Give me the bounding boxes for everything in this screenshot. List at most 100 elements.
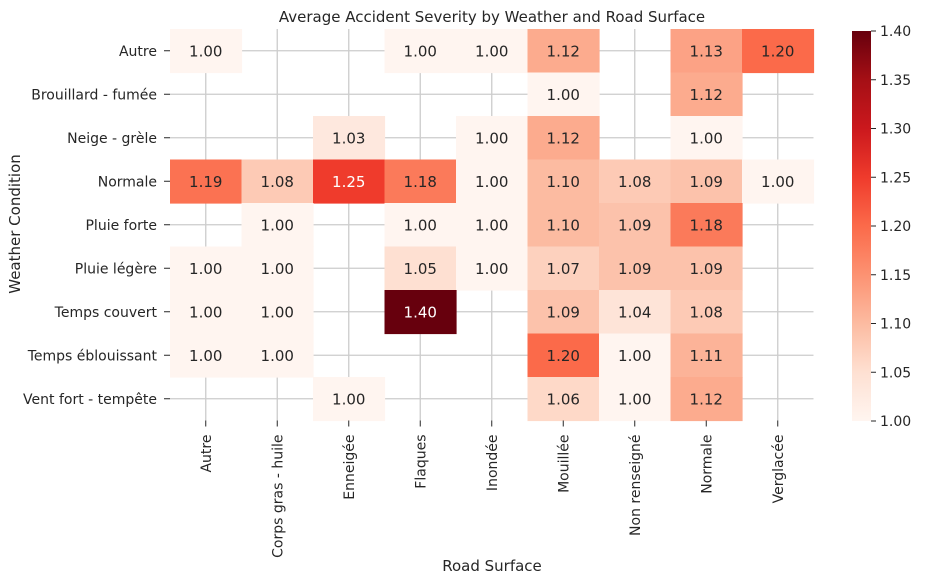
heatmap-cell <box>599 377 672 422</box>
heatmap-cell <box>241 203 314 248</box>
heatmap-cell <box>670 333 743 378</box>
colorbar-tick-label: 1.15 <box>880 268 911 284</box>
cell-value-label: 1.00 <box>690 129 723 147</box>
x-tick-label: Inondée <box>485 435 501 492</box>
cell-value-label: 1.00 <box>189 347 222 365</box>
cell-value-label: 1.00 <box>261 347 294 365</box>
heatmap-cell <box>384 29 457 74</box>
y-tick-label: Normale <box>98 174 157 190</box>
cell-value-label: 1.09 <box>547 303 580 321</box>
colorbar-tick-label: 1.00 <box>880 414 911 430</box>
colorbar-tick-label: 1.40 <box>880 24 911 40</box>
cell-value-label: 1.00 <box>547 86 580 104</box>
x-axis-label: Road Surface <box>442 557 542 575</box>
heatmap-cell <box>527 246 600 291</box>
heatmap-cell <box>527 333 600 378</box>
colorbar-tick-label: 1.05 <box>880 365 911 381</box>
colorbar <box>852 31 871 421</box>
cell-value-label: 1.00 <box>475 129 508 147</box>
heatmap-cell <box>670 29 743 74</box>
cell-value-label: 1.10 <box>547 216 580 234</box>
x-tick-label: Flaques <box>413 435 429 489</box>
cell-value-label: 1.09 <box>690 173 723 191</box>
heatmap-cell <box>527 116 600 161</box>
cell-value-label: 1.18 <box>404 173 437 191</box>
y-tick-label: Vent fort - tempête <box>23 392 157 408</box>
cell-value-label: 1.08 <box>261 173 294 191</box>
heatmap-cell <box>241 290 314 335</box>
cell-value-label: 1.20 <box>761 42 794 60</box>
cell-value-label: 1.00 <box>261 216 294 234</box>
heatmap-cell <box>670 203 743 248</box>
y-tick-label: Temps couvert <box>54 305 158 321</box>
cell-value-label: 1.00 <box>618 390 651 408</box>
heatmap-cell <box>241 159 314 204</box>
x-tick-label: Verglacée <box>771 435 787 504</box>
cell-value-label: 1.12 <box>547 42 580 60</box>
x-tick-label: Autre <box>199 435 215 473</box>
y-tick-label: Autre <box>119 44 157 60</box>
cell-value-label: 1.12 <box>690 86 723 104</box>
cell-value-label: 1.13 <box>690 42 723 60</box>
x-tick-label: Corps gras - huile <box>270 435 286 558</box>
cell-value-label: 1.09 <box>618 216 651 234</box>
cell-value-label: 1.09 <box>690 260 723 278</box>
y-axis-label: Weather Condition <box>6 154 24 294</box>
cell-value-label: 1.08 <box>618 173 651 191</box>
heatmap-cell <box>599 290 672 335</box>
heatmap-cell <box>313 377 386 422</box>
y-tick-label: Pluie légère <box>75 261 157 277</box>
cell-value-label: 1.04 <box>618 303 651 321</box>
cell-value-label: 1.00 <box>475 260 508 278</box>
heatmap-cell <box>527 290 600 335</box>
cell-value-label: 1.00 <box>189 260 222 278</box>
heatmap-cell <box>599 203 672 248</box>
heatmap-cell <box>241 246 314 291</box>
heatmap-cell <box>527 72 600 117</box>
heatmap-cell <box>170 333 243 378</box>
heatmap-cell <box>742 159 815 204</box>
cell-value-label: 1.40 <box>404 303 437 321</box>
heatmap-cell <box>384 203 457 248</box>
heatmap-cell <box>313 159 386 204</box>
cell-value-label: 1.00 <box>332 390 365 408</box>
heatmap-cell <box>527 203 600 248</box>
y-tick-labels: Autre Brouillard - fumée Neige - grèle Norm… <box>23 44 170 408</box>
heatmap-cell <box>670 290 743 335</box>
cell-value-label: 1.00 <box>475 216 508 234</box>
heatmap-cell <box>170 246 243 291</box>
colorbar-tick-label: 1.25 <box>880 170 911 186</box>
heatmap-cell <box>384 246 457 291</box>
cell-value-label: 1.07 <box>547 260 580 278</box>
heatmap-cell <box>456 159 529 204</box>
heatmap-cell <box>670 246 743 291</box>
heatmap-cell <box>384 290 457 335</box>
heatmap-cell <box>241 333 314 378</box>
cell-value-label: 1.00 <box>761 173 794 191</box>
cell-value-label: 1.12 <box>690 390 723 408</box>
colorbar-tick-label: 1.35 <box>880 73 911 89</box>
cell-value-label: 1.00 <box>618 347 651 365</box>
cell-value-label: 1.08 <box>690 303 723 321</box>
heatmap-cell <box>670 159 743 204</box>
colorbar-tick-label: 1.30 <box>880 122 911 138</box>
y-tick-label: Pluie forte <box>85 218 157 234</box>
colorbar-tick-label: 1.20 <box>880 219 911 235</box>
heatmap-cell <box>170 159 243 204</box>
x-tick-label: Non renseigné <box>628 435 644 536</box>
heatmap-cell <box>456 29 529 74</box>
heatmap-cell <box>456 246 529 291</box>
cell-value-label: 1.05 <box>404 260 437 278</box>
cell-value-label: 1.06 <box>547 390 580 408</box>
heatmap-cell <box>599 246 672 291</box>
heatmap-cell <box>527 377 600 422</box>
heatmap-cell <box>527 29 600 74</box>
heatmap-cell <box>313 116 386 161</box>
cell-value-label: 1.00 <box>261 260 294 278</box>
x-tick-label: Enneigée <box>342 435 358 500</box>
cell-value-label: 1.18 <box>690 216 723 234</box>
cell-value-label: 1.00 <box>189 303 222 321</box>
cell-value-label: 1.19 <box>189 173 222 191</box>
